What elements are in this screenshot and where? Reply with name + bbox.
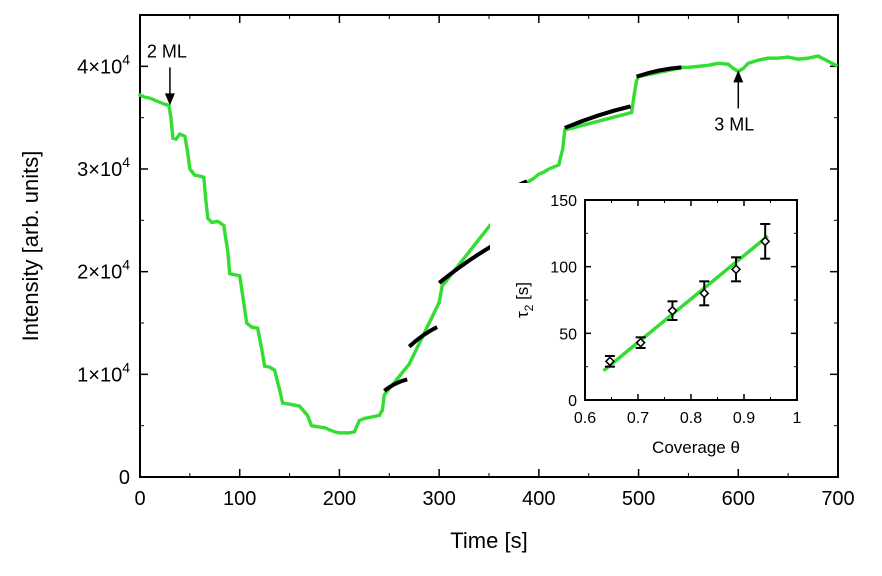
- inset-y-tick-label: 100: [550, 260, 577, 277]
- data-point: [834, 63, 838, 68]
- fit-segment: [635, 65, 682, 79]
- main-plot: 0 100 200 300 400 500 600 70001×1042×1043×1044×…: [18, 14, 855, 553]
- inset-plot: 0.6 0.7 0.8 0.9 1 0 50 100 150 Coverage θ τ2 [s]: [490, 183, 828, 467]
- inset-x-axis-title: Coverage θ: [652, 438, 740, 457]
- series-green-points: [138, 54, 838, 435]
- inset-data-point: [760, 236, 771, 247]
- y-tick-label-base: 4×10: [77, 56, 122, 78]
- annotation-arrow-head: [733, 70, 744, 83]
- x-tick-label: 700: [821, 488, 854, 510]
- x-tick-label: 300: [422, 488, 455, 510]
- data-point: [684, 65, 688, 70]
- y-tick-label-exp: 4: [122, 154, 130, 170]
- y-tick-label: 0: [119, 467, 130, 489]
- x-tick-label: 100: [223, 488, 256, 510]
- inset-data-point: [635, 337, 646, 348]
- y-tick-label: 4×104: [77, 51, 130, 78]
- y-tick-label: 2×104: [77, 257, 130, 284]
- inset-data-point: [730, 264, 742, 275]
- inset-y-axis-title-sub: 2: [522, 304, 536, 311]
- data-point: [345, 431, 349, 435]
- x-tick-label: 600: [722, 488, 755, 510]
- inset-y-axis-title: τ2 [s]: [513, 282, 536, 318]
- fit-segment: [564, 104, 632, 130]
- x-tick-label: 200: [323, 488, 356, 510]
- inset-y-axis-title-suffix: [s]: [513, 282, 532, 305]
- x-tick-label: 400: [522, 488, 555, 510]
- inset-x-tick-label: 0.9: [733, 410, 755, 427]
- y-tick-label-exp: 4: [122, 359, 130, 375]
- data-point: [337, 431, 342, 435]
- inset-y-axis-title-base: τ: [513, 311, 532, 318]
- inset-x-tick-label: 0.7: [627, 410, 649, 427]
- y-tick-label-base: 1×10: [77, 364, 122, 386]
- y-tick-label-base: 3×10: [77, 159, 122, 181]
- inset-x-tick-label: 0.6: [574, 410, 596, 427]
- inset-x-tick-label: 1: [793, 410, 802, 427]
- y-tick-label-exp: 4: [122, 51, 130, 67]
- y-tick-label-base: 2×10: [77, 262, 122, 284]
- fit-segment: [383, 377, 408, 393]
- y-tick-label: 1×104: [77, 359, 130, 386]
- fit-segment: [437, 244, 494, 285]
- inset-fit-line: [602, 234, 769, 373]
- annotation-label: 2 ML: [147, 41, 187, 61]
- data-point: [171, 136, 175, 140]
- x-tick-label: 500: [622, 488, 655, 510]
- annotation-arrow-head: [164, 93, 175, 106]
- inset-x-tick-label: 0.8: [680, 410, 702, 427]
- inset-y-tick-label: 150: [550, 193, 577, 210]
- inset-data-point: [699, 288, 710, 299]
- annotation-label: 3 ML: [714, 114, 754, 134]
- y-axis-title: Intensity [arb. units]: [18, 151, 43, 342]
- y-tick-label-exp: 4: [122, 257, 130, 273]
- inset-data-point: [667, 305, 678, 316]
- x-axis-title: Time [s]: [450, 528, 527, 553]
- inset-y-tick-label: 0: [568, 393, 577, 410]
- inset-data-point: [604, 356, 615, 367]
- data-point: [681, 65, 686, 70]
- y-tick-label: 3×104: [77, 154, 130, 181]
- inset-y-tick-label: 50: [559, 326, 577, 343]
- data-point: [342, 431, 347, 435]
- x-tick-label: 0: [134, 488, 145, 510]
- fit-segment: [407, 325, 439, 349]
- data-point: [340, 431, 344, 435]
